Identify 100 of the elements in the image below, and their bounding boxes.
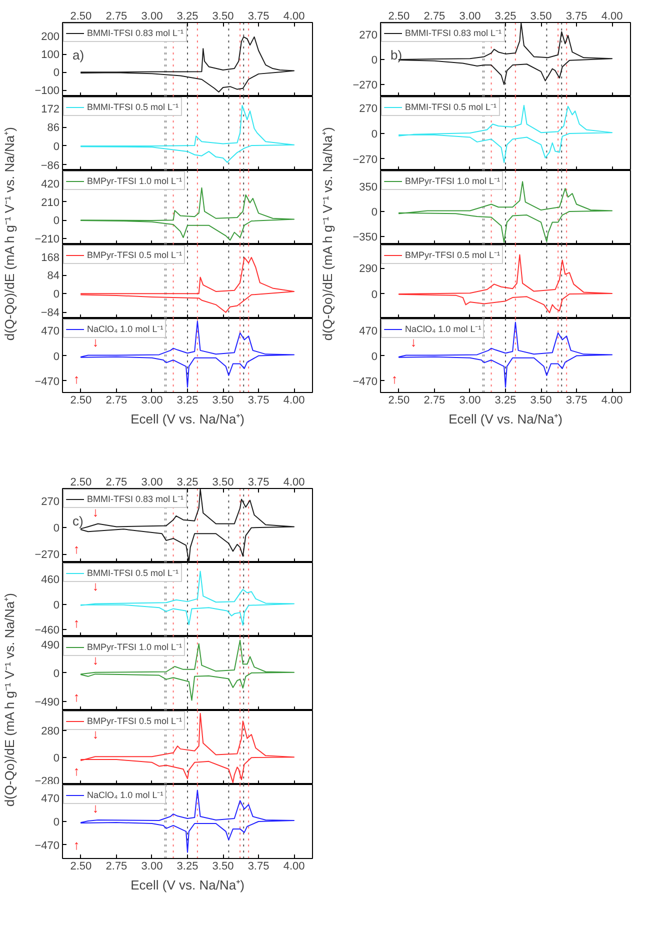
x2-tick-label: 2.50 xyxy=(388,10,410,22)
annotation: ↑ xyxy=(391,372,398,387)
annotation: ↑ xyxy=(73,616,80,631)
y-tick-label: 0 xyxy=(53,816,60,828)
y-tick-label: 0 xyxy=(371,128,378,140)
y-tick-label: 420 xyxy=(41,178,60,191)
annotation: ↑ xyxy=(73,764,80,779)
y-tick-label: −470 xyxy=(34,376,60,388)
legend-label: BMPyr-TFSI 1.0 mol L⁻¹ xyxy=(87,641,182,653)
y-tick-label: 290 xyxy=(359,263,378,276)
y-tick-label: 350 xyxy=(359,181,378,194)
legend-label: BMMI-TFSI 0.83 mol L⁻¹ xyxy=(87,493,184,505)
y-tick-label: 200 xyxy=(41,31,60,44)
annotation: ↓ xyxy=(92,726,99,742)
annotation: ↑ xyxy=(73,690,80,705)
y-tick-label: −270 xyxy=(352,154,378,166)
x2-tick-label: 3.00 xyxy=(141,476,163,488)
line-series xyxy=(80,320,295,388)
x2-tick-label: 3.00 xyxy=(141,10,163,22)
y-tick-label: 0 xyxy=(53,140,60,153)
y-tick-label: 0 xyxy=(53,522,60,535)
y-tick-label: 270 xyxy=(359,103,378,116)
legend-label: BMPyr-TFSI 1.0 mol L⁻¹ xyxy=(87,175,182,187)
y-tick-label: 0 xyxy=(53,215,60,228)
x-axis-title: Ecell (V vs. Na/Na⁺) xyxy=(130,878,244,892)
x-tick-label: 2.75 xyxy=(424,394,446,406)
y-tick-label: 490 xyxy=(41,639,60,652)
y-tick-label: 270 xyxy=(359,30,378,42)
x-tick-label: 3.75 xyxy=(566,394,588,406)
annotation: ↓ xyxy=(410,334,417,350)
y-tick-label: 470 xyxy=(41,793,60,806)
y-tick-label: 0 xyxy=(53,599,60,612)
y-tick-label: 210 xyxy=(41,196,60,209)
legend-label: BMPyr-TFSI 1.0 mol L⁻¹ xyxy=(405,175,500,187)
x-tick-label: 2.75 xyxy=(106,860,128,872)
y-tick-label: 84 xyxy=(47,270,60,282)
legend-label: BMPyr-TFSI 0.5 mol L⁻¹ xyxy=(87,249,182,261)
y-tick-label: 0 xyxy=(371,54,378,66)
y-axis-title: d(Q-Qo)/dE (mA h g⁻¹ V⁻¹ vs. Na/Na⁺) xyxy=(2,127,17,341)
line-series xyxy=(80,640,295,701)
y-tick-label: −84 xyxy=(40,307,60,320)
y-tick-label: 470 xyxy=(359,326,378,338)
x-tick-label: 3.25 xyxy=(494,394,516,406)
x-tick-label: 4.00 xyxy=(283,860,305,872)
x-tick-label: 2.75 xyxy=(106,394,128,406)
x2-tick-label: 3.75 xyxy=(566,10,588,22)
legend-label: BMMI-TFSI 0.5 mol L⁻¹ xyxy=(405,101,497,113)
y-tick-label: 470 xyxy=(41,326,60,338)
x2-tick-label: 4.00 xyxy=(283,10,305,22)
x-tick-label: 3.50 xyxy=(212,394,234,406)
y-tick-label: −210 xyxy=(34,233,60,246)
line-series xyxy=(80,790,295,853)
x-tick-label: 2.50 xyxy=(70,394,92,406)
x2-tick-label: 4.00 xyxy=(601,10,623,22)
y-tick-label: 280 xyxy=(41,726,60,738)
y-tick-label: 0 xyxy=(371,350,378,363)
line-series xyxy=(398,104,613,164)
legend-label: BMMI-TFSI 0.83 mol L⁻¹ xyxy=(405,27,502,39)
x2-tick-label: 2.50 xyxy=(70,10,92,22)
y-tick-label: −460 xyxy=(34,624,60,637)
x2-tick-label: 3.50 xyxy=(530,10,552,22)
x2-tick-label: 2.75 xyxy=(106,476,128,488)
y-tick-label: 0 xyxy=(371,288,378,301)
y-tick-label: −490 xyxy=(34,696,60,708)
y-tick-label: −270 xyxy=(34,549,60,562)
x2-tick-label: 3.75 xyxy=(248,476,270,488)
line-series xyxy=(80,187,295,241)
y-tick-label: −86 xyxy=(40,160,60,172)
y-tick-label: 172 xyxy=(41,103,60,116)
y-tick-label: 0 xyxy=(53,288,60,301)
x-tick-label: 3.25 xyxy=(176,394,198,406)
x-tick-label: 3.00 xyxy=(141,394,163,406)
x-tick-label: 3.75 xyxy=(248,394,270,406)
y-tick-label: 100 xyxy=(41,49,60,62)
legend-label: NaClO₄ 1.0 mol L⁻¹ xyxy=(405,323,482,335)
x2-tick-label: 4.00 xyxy=(283,476,305,488)
x2-tick-label: 3.50 xyxy=(212,10,234,22)
x2-tick-label: 3.25 xyxy=(494,10,516,22)
y-tick-label: −470 xyxy=(352,376,378,388)
text: c) xyxy=(72,514,84,528)
x2-tick-label: 2.50 xyxy=(70,476,92,488)
y-tick-label: 0 xyxy=(53,350,60,363)
x-tick-label: 3.25 xyxy=(176,860,198,872)
x-tick-label: 3.00 xyxy=(141,860,163,872)
annotation: ↓ xyxy=(92,334,99,350)
y-tick-label: 0 xyxy=(371,206,378,218)
annotation: ↑ xyxy=(73,838,80,853)
x2-tick-label: 3.50 xyxy=(212,476,234,488)
line-series xyxy=(80,104,295,163)
x-tick-label: 4.00 xyxy=(601,394,623,406)
y-axis-title: d(Q-Qo)/dE (mA h g⁻¹ V⁻¹ vs. Na/Na⁺) xyxy=(2,593,17,807)
x-tick-label: 3.50 xyxy=(530,394,552,406)
x2-tick-label: 3.75 xyxy=(248,10,270,22)
annotation: ↓ xyxy=(92,800,99,816)
text: a) xyxy=(72,48,84,62)
x2-tick-label: 3.25 xyxy=(176,476,198,488)
y-tick-label: 0 xyxy=(53,67,60,80)
line-series xyxy=(80,570,295,626)
x-axis-title: Ecell (V vs. Na/Na⁺) xyxy=(448,412,562,426)
y-tick-label: −270 xyxy=(352,79,378,92)
